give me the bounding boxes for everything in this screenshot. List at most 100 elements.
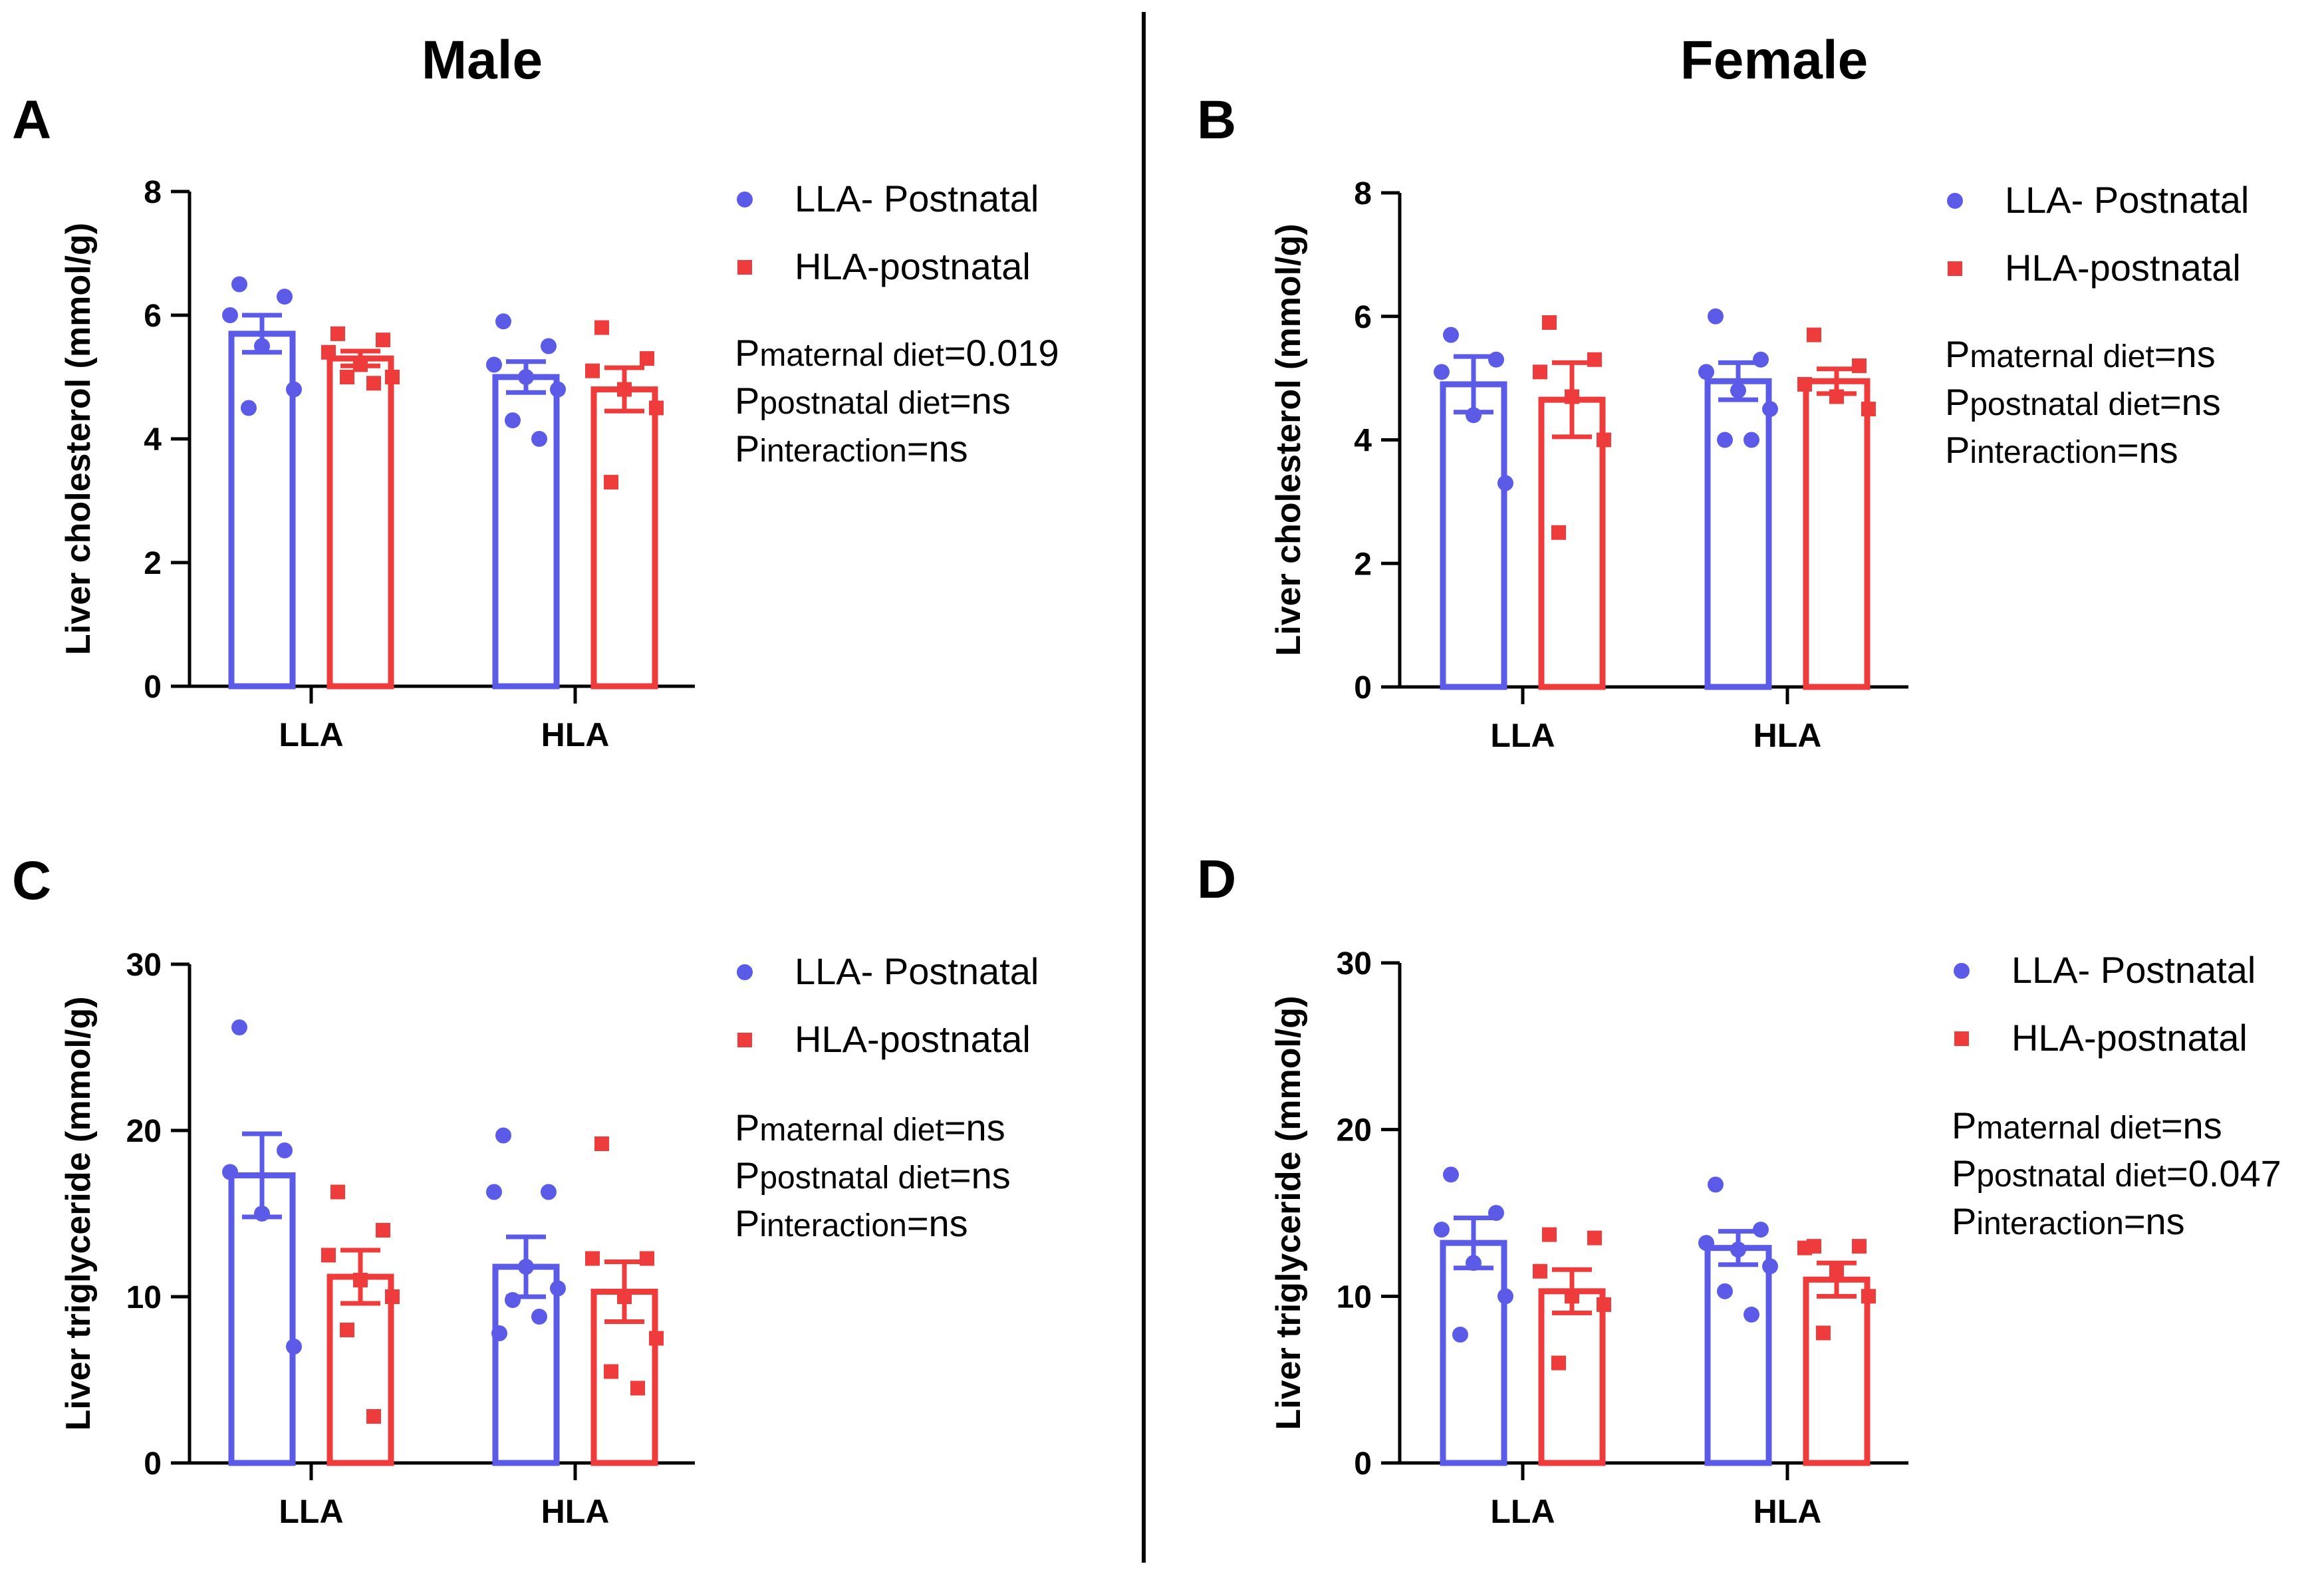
data-point [550, 381, 566, 398]
data-point [491, 1325, 507, 1341]
stat-value: =ns [2160, 381, 2221, 423]
bar-hla-postnatal-lla [1538, 396, 1606, 690]
panel-letter: B [1197, 90, 1236, 150]
legend-marker-circle [1947, 193, 1963, 209]
stat-subscript: postnatal diet [759, 1160, 950, 1196]
data-point [550, 1280, 566, 1297]
data-point [1717, 432, 1733, 448]
stat-value: =ns [2124, 1200, 2185, 1242]
data-point [585, 363, 600, 378]
stat-subscript: postnatal diet [759, 386, 950, 421]
panel-a: A Liver cholesterol (mmol/g) 0 2 4 6 8 LLA HLA LL… [12, 90, 1059, 753]
stat-subscript: maternal diet [1970, 339, 2154, 374]
y-tick-label: 0 [1354, 670, 1372, 706]
legend-label: HLA-postnatal [795, 1018, 1031, 1060]
data-point [1753, 1222, 1769, 1238]
data-point [1443, 1166, 1459, 1183]
panels: A Liver cholesterol (mmol/g) 0 2 4 6 8 LLA HLA LL… [12, 90, 2281, 1530]
x-tick-label: LLA [279, 716, 343, 753]
panel-letter: C [12, 851, 51, 911]
legend-label: HLA-postnatal [795, 245, 1031, 287]
data-point [1816, 1325, 1831, 1341]
data-point [594, 1136, 609, 1151]
data-point [231, 1019, 247, 1035]
data-point [366, 376, 381, 391]
data-point [340, 1323, 354, 1337]
data-point [505, 1292, 521, 1308]
data-point [649, 400, 664, 416]
x-tick-label: LLA [279, 1493, 343, 1530]
data-point [1452, 1326, 1468, 1343]
data-point [241, 400, 257, 416]
data-point [340, 370, 354, 384]
data-point [1730, 1242, 1746, 1258]
x-tick-label: HLA [541, 716, 610, 753]
data-point [1829, 1263, 1844, 1279]
bar-hla-postnatal-hla [590, 386, 658, 690]
data-point [1597, 432, 1611, 448]
x-tick-label: LLA [1490, 717, 1555, 754]
data-point [617, 382, 632, 397]
legend-marker-circle [737, 192, 753, 207]
data-point [1861, 1289, 1876, 1304]
data-point [1708, 308, 1724, 325]
data-point [1533, 364, 1547, 380]
stat-subscript: interaction [1976, 1206, 2123, 1242]
stat-line: Pinteraction=ns [1945, 429, 2178, 471]
stat-subscript: maternal diet [1976, 1111, 2160, 1146]
stat-p: P [735, 332, 759, 374]
x-tick-label: HLA [1753, 717, 1822, 754]
data-point [1434, 364, 1450, 380]
y-tick-label: 30 [1337, 946, 1372, 982]
y-axis-label: Liver triglyceride (mmol/g) [59, 996, 98, 1430]
stat-p: P [735, 380, 759, 422]
data-point [604, 1364, 618, 1379]
y-tick-label: 8 [1354, 176, 1372, 211]
bar-hla-postnatal-hla [1803, 378, 1871, 690]
data-point [1829, 389, 1844, 404]
data-point [1443, 327, 1459, 343]
data-point [321, 1248, 336, 1263]
y-tick-label: 20 [1337, 1113, 1372, 1148]
stat-subscript: postnatal diet [1970, 387, 2160, 422]
bar-hla-postnatal-hla [1803, 1276, 1871, 1466]
bar-lla-postnatal-hla [1704, 1245, 1772, 1466]
data-point [366, 1409, 381, 1424]
y-tick-label: 4 [144, 422, 162, 458]
data-point [222, 1164, 238, 1180]
data-point [495, 1127, 511, 1144]
stat-p: P [1945, 333, 1970, 375]
stat-p: P [1952, 1105, 1976, 1146]
stat-line: Pmaternal diet=ns [735, 1107, 1005, 1148]
data-point [1497, 1288, 1513, 1305]
stat-value: =ns [2154, 333, 2216, 375]
data-point [1861, 402, 1876, 417]
y-tick-label: 2 [144, 546, 162, 581]
data-point [1466, 407, 1482, 424]
x-tick-label: HLA [541, 1493, 610, 1530]
stat-value: =ns [2117, 429, 2178, 471]
panel-d: D Liver triglyceride (mmol/g) 0 10 20 30 LLA HL… [1197, 849, 2281, 1530]
stat-p: P [1945, 429, 1970, 471]
data-point [1488, 351, 1504, 368]
data-point [1565, 1289, 1579, 1304]
stat-value: =ns [2161, 1105, 2222, 1146]
stat-p: P [735, 1154, 759, 1196]
data-point [1807, 327, 1821, 342]
data-point [277, 289, 293, 305]
stat-value: =0.047 [2166, 1152, 2281, 1194]
legend-marker-square [1948, 261, 1962, 276]
data-point [1743, 1306, 1759, 1323]
stat-line: Pmaternal diet=ns [1952, 1105, 2222, 1146]
bar-lla-postnatal-lla [228, 330, 296, 690]
y-tick-label: 6 [1354, 300, 1372, 335]
data-point [604, 475, 618, 490]
data-point [385, 1289, 400, 1304]
data-point [1852, 358, 1867, 374]
data-point [330, 326, 345, 341]
data-point [1708, 1176, 1724, 1193]
data-point [1565, 389, 1579, 404]
legend-label: HLA-postnatal [2011, 1017, 2248, 1059]
